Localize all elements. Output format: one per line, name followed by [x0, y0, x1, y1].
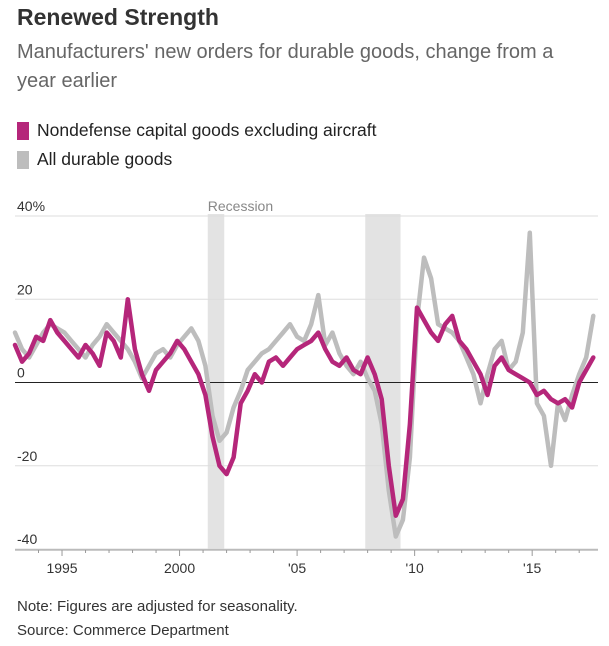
- note-text: Note: Figures are adjusted for seasonali…: [17, 598, 298, 615]
- x-tick-label: '10: [406, 560, 424, 576]
- recession-label: Recession: [208, 198, 273, 214]
- chart-title: Renewed Strength: [17, 4, 219, 30]
- y-tick-label: 20: [17, 281, 33, 297]
- series-line-all-durable-goods: [12, 230, 596, 539]
- x-tick-label: '15: [523, 560, 541, 576]
- legend: Nondefense capital goods excluding aircr…: [17, 116, 377, 174]
- source-text: Source: Commerce Department: [17, 622, 229, 639]
- recession-band-1: [207, 214, 225, 549]
- legend-label-durable-goods: All durable goods: [37, 149, 173, 169]
- x-tick-label: 2000: [164, 560, 195, 576]
- series-line-capital-goods: [12, 297, 596, 518]
- x-tick-label: 1995: [46, 560, 77, 576]
- y-tick-label: 0: [17, 365, 25, 381]
- legend-item-durable-goods: All durable goods: [17, 145, 377, 174]
- chart-subtitle: Manufacturers' new orders for durable go…: [17, 41, 554, 92]
- legend-item-capital-goods: Nondefense capital goods excluding aircr…: [17, 116, 377, 145]
- legend-label-capital-goods: Nondefense capital goods excluding aircr…: [37, 120, 377, 140]
- legend-swatch-capital-goods: [17, 121, 29, 140]
- y-tick-label: -40: [17, 531, 37, 547]
- x-tick-label: '05: [288, 560, 306, 576]
- y-tick-label: 40%: [17, 198, 45, 214]
- line-chart: Recession -40 -20 0 20 40% 1995 2000 '05 '10 '15: [12, 198, 598, 576]
- legend-swatch-durable-goods: [17, 150, 29, 169]
- y-tick-label: -20: [17, 448, 37, 464]
